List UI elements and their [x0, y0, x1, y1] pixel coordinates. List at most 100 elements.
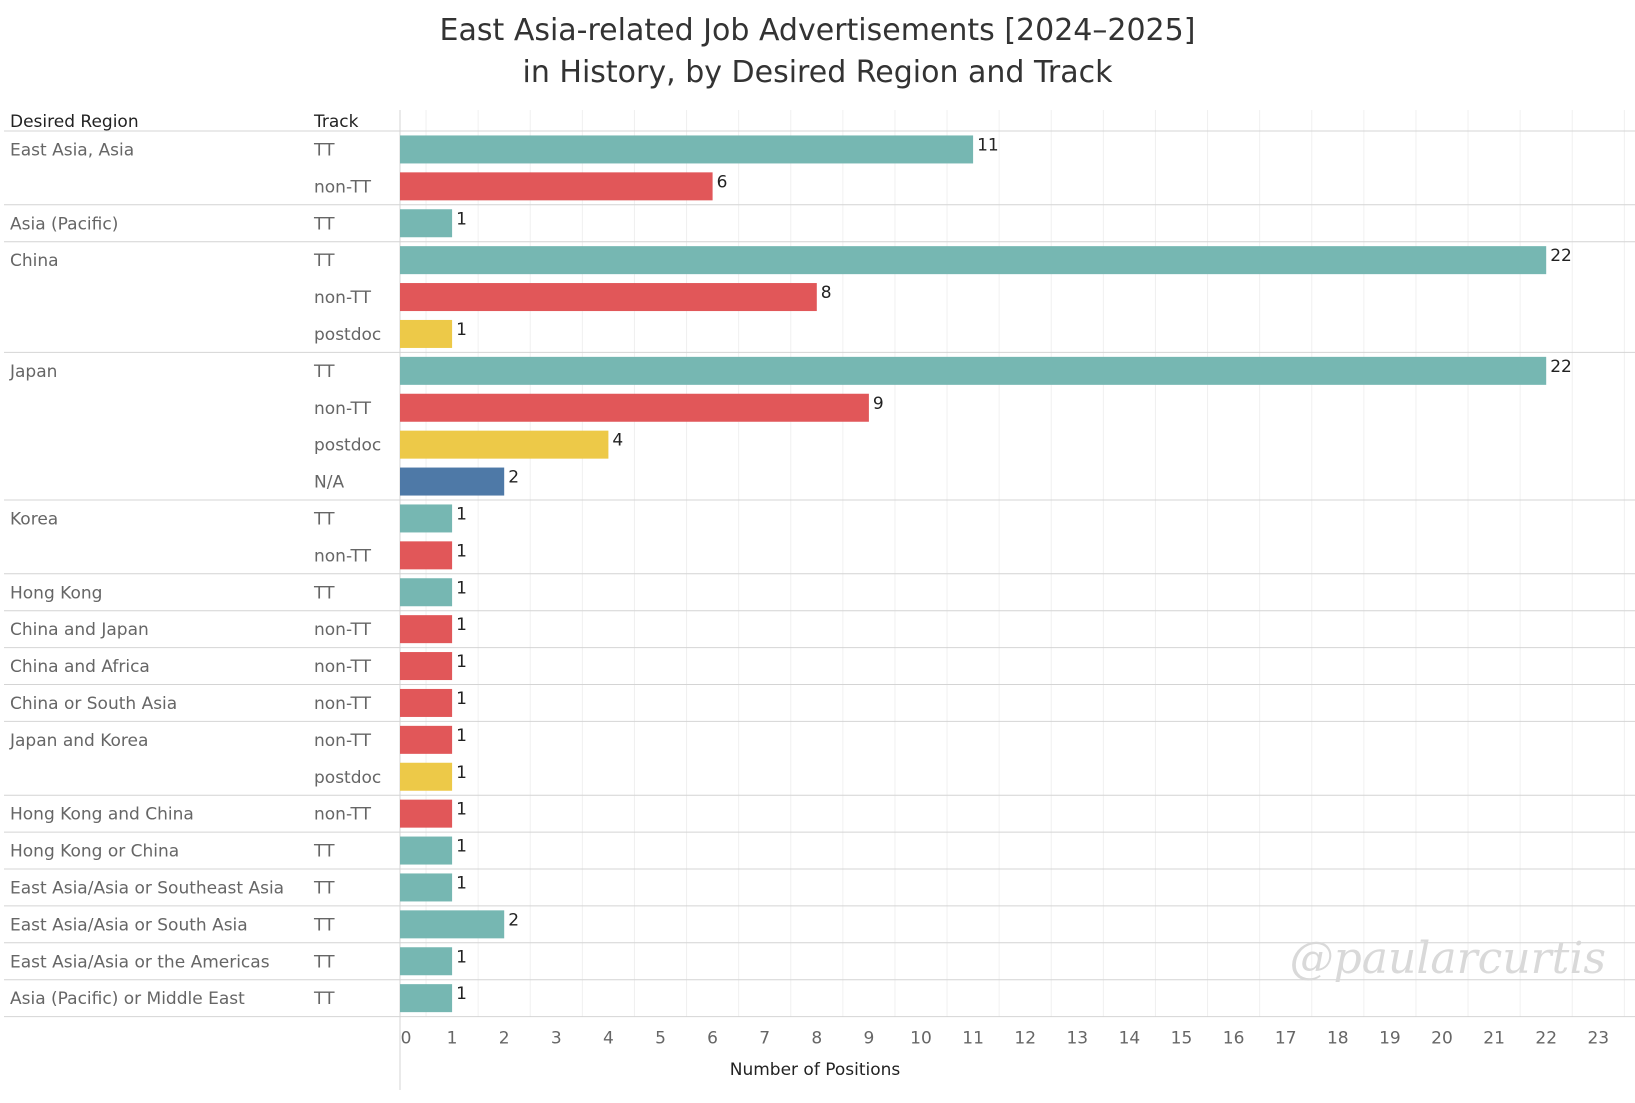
- bar: [400, 836, 453, 865]
- bar: [400, 615, 453, 644]
- region-label: Japan: [9, 362, 57, 382]
- track-label: TT: [313, 509, 335, 529]
- bar: [400, 172, 713, 201]
- data-label: 1: [456, 615, 467, 635]
- data-label: 1: [456, 763, 467, 783]
- bar: [400, 688, 453, 717]
- bar: [400, 541, 453, 570]
- chart-title-line-1: East Asia-related Job Advertisements [20…: [439, 13, 1196, 48]
- track-label: postdoc: [314, 768, 381, 788]
- data-label: 11: [977, 135, 999, 155]
- data-label: 1: [456, 578, 467, 598]
- bar: [400, 319, 453, 348]
- chart-title-line-2: in History, by Desired Region and Track: [522, 55, 1113, 90]
- x-tick-label: 18: [1327, 1029, 1349, 1049]
- track-label: TT: [313, 214, 335, 234]
- region-label: China and Japan: [10, 620, 149, 640]
- bar: [400, 984, 453, 1013]
- x-tick-label: 16: [1223, 1029, 1245, 1049]
- region-label: Hong Kong and China: [10, 805, 194, 825]
- data-label: 1: [456, 504, 467, 524]
- x-tick-label: 17: [1275, 1029, 1297, 1049]
- region-label: Hong Kong or China: [10, 842, 179, 862]
- x-tick-label: 15: [1171, 1029, 1193, 1049]
- x-tick-label: 19: [1379, 1029, 1401, 1049]
- bar: [400, 283, 817, 312]
- track-label: TT: [313, 583, 335, 603]
- x-tick-label: 1: [447, 1029, 458, 1049]
- bar: [400, 725, 453, 754]
- track-label: TT: [313, 362, 335, 382]
- track-label: non-TT: [314, 288, 372, 308]
- track-label: TT: [313, 140, 335, 160]
- region-label: East Asia/Asia or Southeast Asia: [10, 878, 284, 898]
- data-label: 1: [456, 726, 467, 746]
- data-label: 6: [717, 172, 728, 192]
- x-tick-label: 10: [910, 1029, 932, 1049]
- track-label: TT: [313, 952, 335, 972]
- bars: [400, 135, 1547, 1013]
- x-tick-label: 2: [499, 1029, 510, 1049]
- data-label: 1: [456, 873, 467, 893]
- bar: [400, 246, 1547, 275]
- bar: [400, 947, 453, 976]
- track-label: non-TT: [314, 177, 372, 197]
- region-label: Korea: [10, 509, 58, 529]
- data-label: 22: [1550, 246, 1572, 266]
- data-label: 2: [508, 468, 519, 488]
- region-label: China: [10, 251, 59, 271]
- region-label: Asia (Pacific): [10, 214, 118, 234]
- track-label: TT: [313, 842, 335, 862]
- x-tick-label: 8: [811, 1029, 822, 1049]
- data-label: 1: [456, 800, 467, 820]
- track-label: non-TT: [314, 805, 372, 825]
- region-label: East Asia/Asia or South Asia: [10, 915, 248, 935]
- track-label: non-TT: [314, 731, 372, 751]
- x-tick-label: 6: [707, 1029, 718, 1049]
- x-tick-label: 3: [551, 1029, 562, 1049]
- x-tick-label: 12: [1014, 1029, 1036, 1049]
- bar: [400, 652, 453, 681]
- bar: [400, 209, 453, 238]
- region-label: China and Africa: [10, 657, 150, 677]
- track-label: TT: [313, 251, 335, 271]
- data-label: 1: [456, 689, 467, 709]
- x-tick-label: 22: [1535, 1029, 1557, 1049]
- data-label: 4: [612, 431, 623, 451]
- track-label: TT: [313, 915, 335, 935]
- bar: [400, 467, 505, 496]
- header-desired-region: Desired Region: [10, 112, 139, 132]
- bar: [400, 504, 453, 533]
- bar: [400, 799, 453, 828]
- x-tick-label: 7: [759, 1029, 770, 1049]
- data-label: 1: [456, 947, 467, 967]
- data-label: 1: [456, 209, 467, 229]
- data-label: 22: [1550, 357, 1572, 377]
- bar: [400, 762, 453, 791]
- track-label: TT: [313, 989, 335, 1009]
- data-label: 1: [456, 837, 467, 857]
- data-label: 1: [456, 652, 467, 672]
- header-track: Track: [313, 112, 359, 132]
- track-label: postdoc: [314, 325, 381, 345]
- region-label: East Asia/Asia or the Americas: [10, 952, 270, 972]
- track-label: non-TT: [314, 399, 372, 419]
- x-tick-label: 4: [603, 1029, 614, 1049]
- data-label: 1: [456, 320, 467, 340]
- data-label: 2: [508, 910, 519, 930]
- x-tick-label: 23: [1587, 1029, 1609, 1049]
- x-axis-title: Number of Positions: [730, 1060, 901, 1080]
- x-tick-label: 14: [1119, 1029, 1141, 1049]
- x-tick-label: 0: [401, 1029, 412, 1049]
- bar: [400, 910, 505, 939]
- bar: [400, 356, 1547, 385]
- track-label: postdoc: [314, 436, 381, 456]
- chart-title: East Asia-related Job Advertisements [20…: [0, 10, 1635, 94]
- bar: [400, 430, 609, 459]
- region-label: Hong Kong: [10, 583, 102, 603]
- region-label: Japan and Korea: [9, 731, 148, 751]
- data-label: 1: [456, 984, 467, 1004]
- bar: [400, 393, 869, 422]
- region-label: Asia (Pacific) or Middle East: [10, 989, 245, 1009]
